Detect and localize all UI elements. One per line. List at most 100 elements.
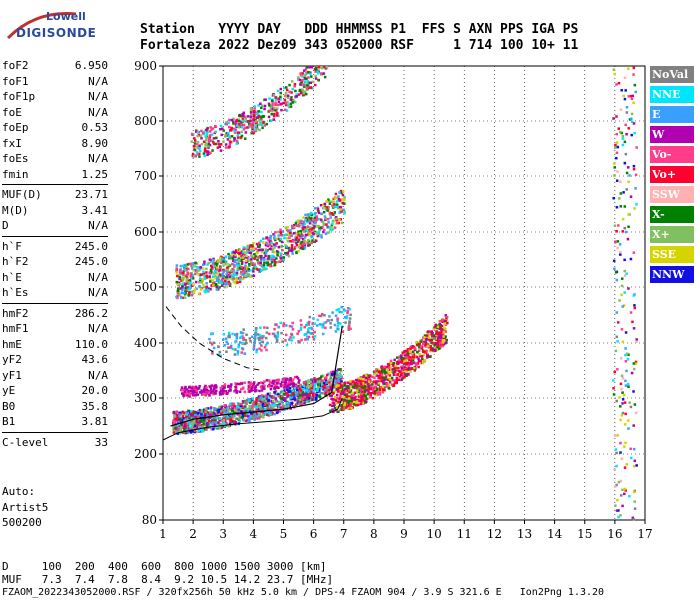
echo-point: [219, 124, 223, 128]
echo-point: [230, 251, 234, 254]
echo-point: [252, 401, 256, 404]
echo-point: [251, 244, 254, 247]
echo-point: [302, 384, 306, 388]
echo-point: [229, 141, 232, 144]
echo-point: [252, 274, 256, 278]
echo-point: [300, 394, 304, 398]
echo-point: [325, 381, 329, 384]
echo-point: [236, 281, 239, 284]
echo-point: [300, 323, 303, 327]
echo-point: [253, 109, 256, 112]
echo-point: [328, 210, 331, 214]
echo-point: [634, 411, 638, 415]
echo-point: [313, 216, 317, 220]
echo-point: [197, 421, 201, 424]
echo-point: [303, 222, 307, 226]
echo-point: [617, 81, 621, 85]
echo-point: [268, 255, 271, 258]
auto-info: Auto: Artist5 500200: [2, 484, 48, 531]
echo-point: [187, 389, 190, 393]
echo-point: [274, 261, 277, 264]
echo-point: [200, 423, 203, 427]
echo-point: [266, 326, 269, 330]
echo-point: [343, 384, 346, 387]
echo-point: [272, 243, 276, 246]
echo-point: [284, 388, 288, 391]
echo-point: [615, 278, 619, 282]
echo-point: [235, 273, 239, 277]
echo-point: [301, 72, 304, 75]
echo-point: [320, 375, 323, 378]
echo-point: [343, 309, 347, 312]
echo-point: [233, 131, 237, 134]
echo-point: [331, 222, 334, 226]
echo-point: [306, 330, 310, 334]
echo-point: [222, 390, 225, 394]
echo-point: [260, 349, 263, 352]
echo-point: [341, 387, 344, 390]
echo-point: [417, 349, 421, 353]
echo-point: [235, 139, 239, 143]
echo-point: [241, 331, 245, 335]
echo-point: [633, 306, 637, 310]
echo-point: [259, 116, 263, 119]
param-name: D: [2, 219, 9, 232]
echo-point: [239, 270, 243, 274]
echo-point: [238, 265, 242, 268]
echo-point: [220, 412, 224, 416]
echo-point: [626, 237, 630, 241]
echo-point: [207, 142, 210, 146]
echo-point: [183, 390, 187, 393]
echo-point: [190, 133, 194, 136]
echo-point: [440, 324, 444, 328]
echo-point: [240, 402, 243, 406]
echo-point: [632, 327, 636, 330]
echo-point: [198, 273, 202, 276]
echo-point: [269, 387, 273, 391]
echo-point: [202, 140, 206, 143]
echo-point: [314, 388, 318, 391]
echo-point: [334, 330, 338, 333]
echo-point: [403, 350, 406, 353]
echo-point: [307, 397, 311, 400]
echo-point: [278, 260, 281, 263]
echo-point: [375, 380, 378, 384]
echo-point: [245, 419, 248, 422]
echo-point: [304, 92, 308, 96]
echo-point: [326, 390, 330, 394]
echo-point: [423, 343, 427, 347]
echo-point: [224, 405, 227, 409]
echo-point: [273, 383, 277, 387]
echo-point: [632, 447, 636, 451]
echo-point: [173, 429, 177, 432]
echo-point: [299, 219, 303, 223]
echo-point: [198, 384, 201, 388]
echo-point: [367, 390, 370, 393]
x-tick-label: 11: [457, 527, 472, 541]
echo-point: [253, 405, 257, 409]
echo-point: [303, 226, 306, 229]
logo-swoosh-icon: [6, 12, 77, 40]
echo-point: [304, 332, 308, 336]
echo-point: [210, 426, 214, 430]
echo-point: [189, 274, 193, 278]
echo-point: [624, 347, 627, 350]
param-value: 33: [94, 435, 108, 449]
echo-point: [242, 405, 245, 408]
echo-point: [222, 277, 225, 280]
echo-point: [408, 350, 412, 353]
echo-point: [248, 388, 251, 391]
echo-point: [184, 391, 187, 395]
echo-point: [258, 417, 261, 420]
echo-point: [314, 396, 318, 400]
echo-point: [314, 66, 318, 70]
echo-point: [254, 402, 258, 405]
echo-point: [615, 151, 619, 155]
echo-point: [259, 102, 262, 105]
echo-point: [306, 400, 309, 404]
echo-point: [335, 384, 339, 387]
echo-point: [235, 124, 239, 127]
echo-point: [291, 248, 295, 252]
echo-point: [270, 384, 273, 388]
echo-point: [263, 345, 267, 349]
